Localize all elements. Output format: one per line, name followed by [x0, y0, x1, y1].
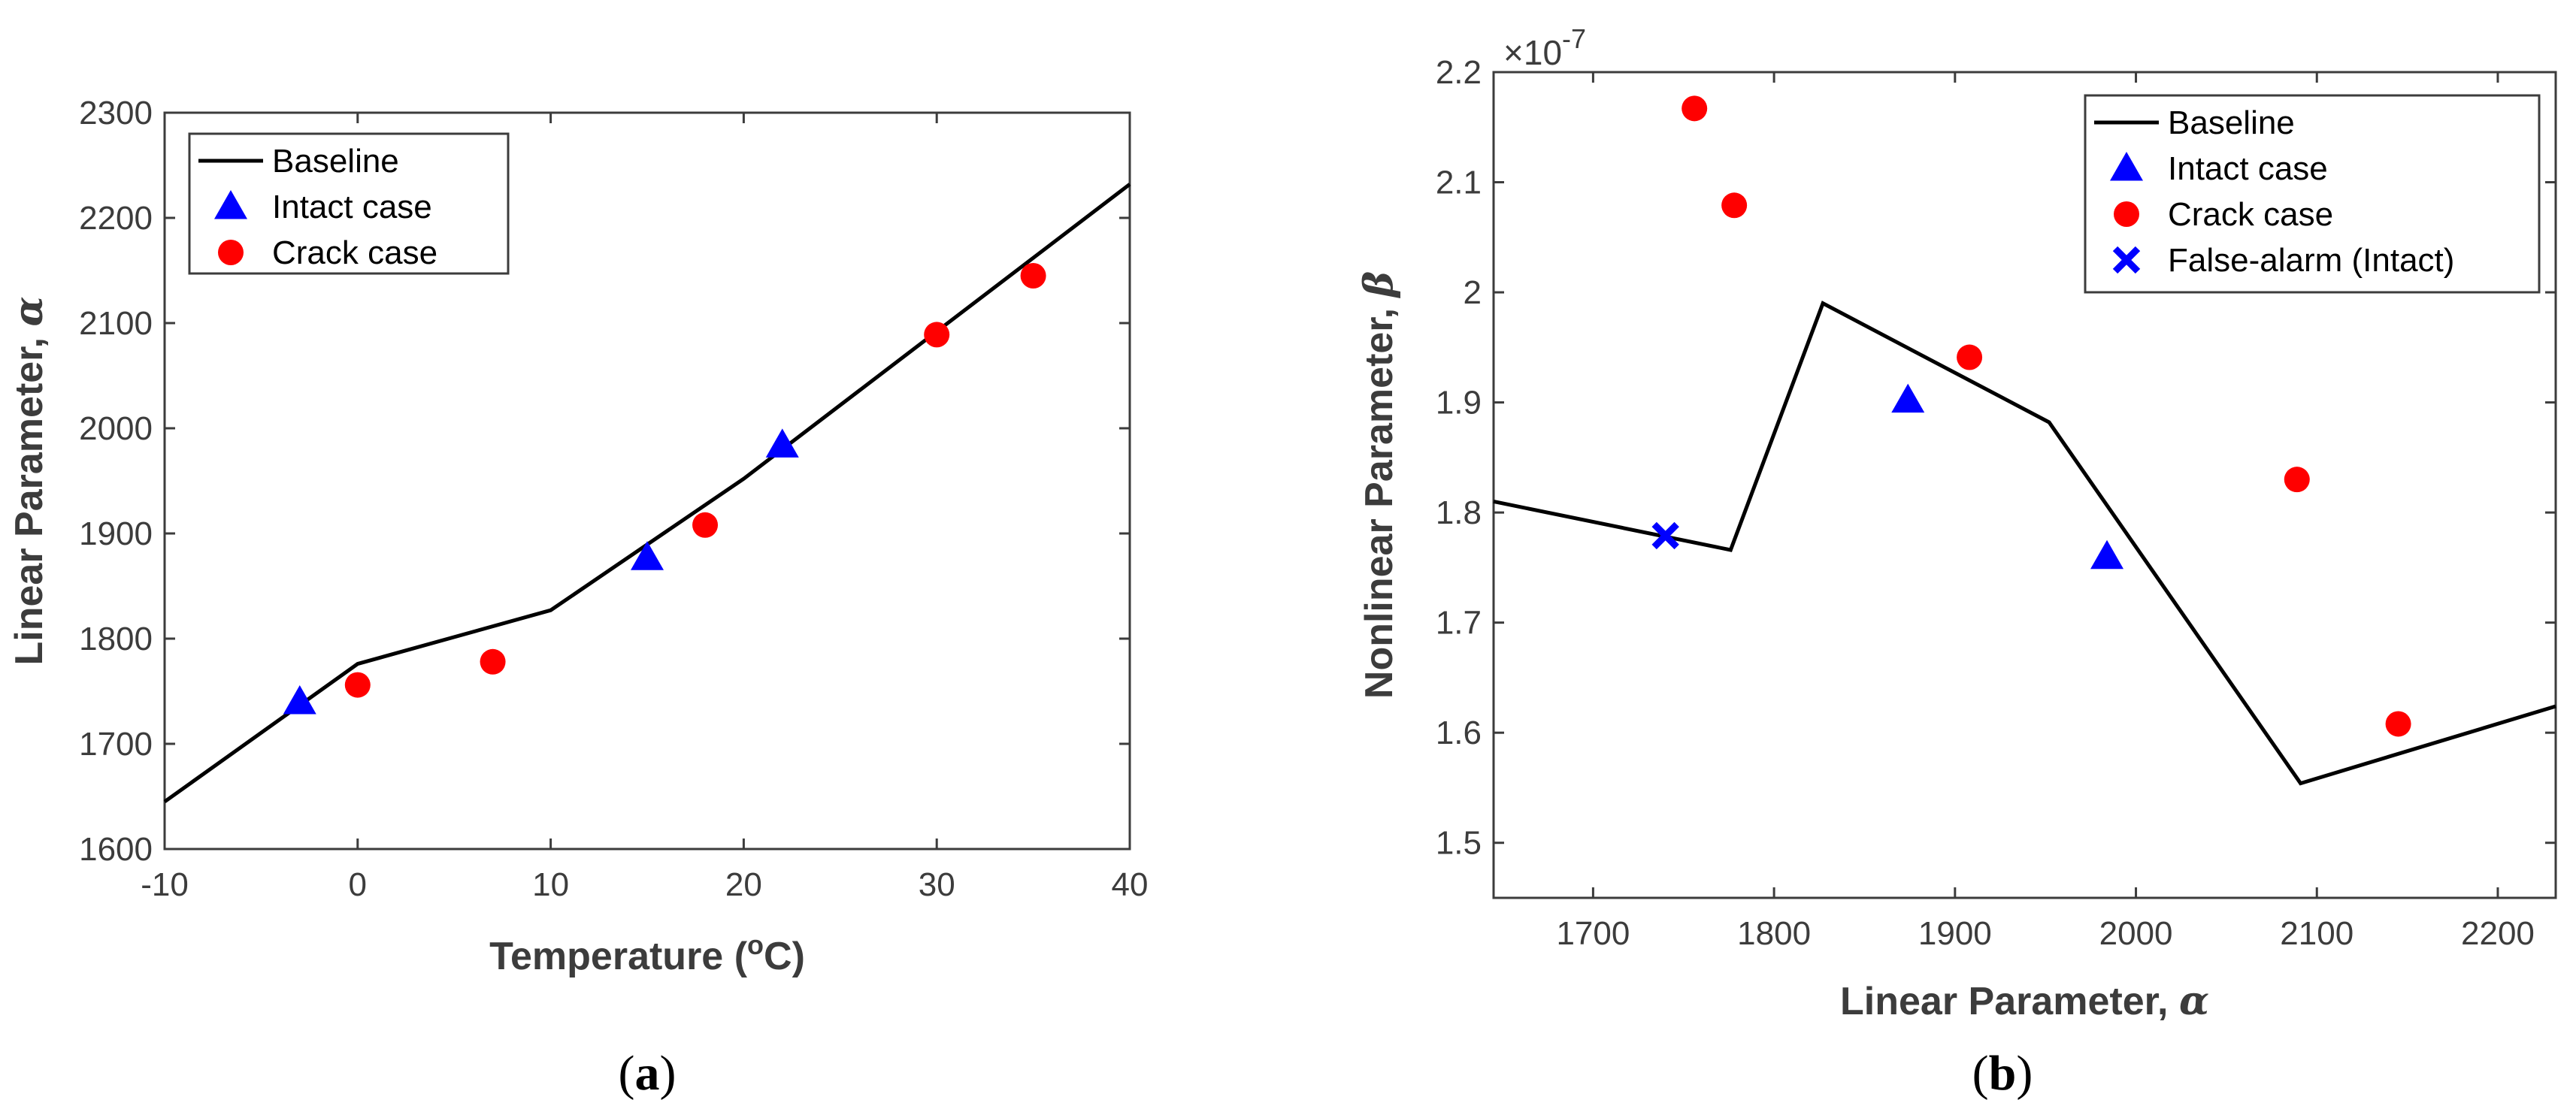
legend-swatch-a	[214, 190, 247, 219]
x-axis-label-text-a: Temperature	[489, 935, 734, 978]
panel-label-letter-a: a	[635, 1046, 660, 1101]
y-tick-label-b: 1.9	[1436, 385, 1482, 422]
circle-point-b	[1721, 192, 1748, 219]
y-axis-label-a: Linear Parameter, α	[6, 297, 52, 666]
panel-label-close-b: )	[2016, 1046, 2033, 1101]
legend-swatch-a	[218, 240, 244, 265]
panel-label-close-a: )	[660, 1046, 677, 1101]
baseline-line-b	[1493, 301, 2556, 786]
y-tick-label-a: 2000	[79, 410, 153, 447]
y-axis-symbol-b: β	[1356, 271, 1402, 299]
x-tick-label-a: 40	[1112, 866, 1149, 903]
legend-swatch-b	[2114, 201, 2139, 227]
y-tick-label-b: 1.6	[1436, 715, 1482, 751]
y-tick-label-a: 2300	[79, 95, 153, 131]
y-tick-label-b: 1.8	[1436, 494, 1482, 531]
legend-a: Baseline Intact case Crack case	[188, 132, 510, 275]
x-tick-label-a: 20	[725, 866, 762, 903]
y-tick-label-b: 1.5	[1436, 825, 1482, 862]
circle-point-b	[1682, 95, 1708, 122]
plot-area-b	[1492, 71, 2557, 899]
x-tick-label-a: 0	[349, 866, 367, 903]
x-tick-label-a: 10	[532, 866, 569, 903]
x-tick-label-b: 2200	[2461, 915, 2535, 952]
x-tick-label-b: 2000	[2099, 915, 2173, 952]
x-point-b	[1651, 521, 1679, 550]
circle-point-a	[344, 672, 371, 698]
triangle-point-b	[2090, 539, 2124, 570]
y-tick-label-b: 2.1	[1436, 165, 1482, 201]
circle-point-a	[692, 512, 719, 538]
triangle-point-a	[631, 541, 664, 570]
y-axis-multiplier-base-b: ×10	[1503, 33, 1562, 72]
y-tick-label-a: 1700	[79, 726, 153, 763]
legend-swatch-b	[2112, 246, 2141, 274]
y-axis-label-text-b: Nonlinear Parameter,	[1358, 297, 1401, 699]
legend-b: Baseline Intact case Crack case False-alarm…	[2084, 94, 2541, 294]
legend-swatch-b-stroke-2	[2112, 246, 2141, 274]
legend-label-b: Intact case	[2168, 150, 2328, 187]
panel-label-b: (b)	[1972, 1046, 2033, 1101]
panel-label-a: (a)	[619, 1046, 677, 1101]
legend-box-b	[2084, 94, 2541, 294]
triangle-point-a	[283, 685, 316, 715]
x-axis-unit-sup-a: o	[747, 929, 764, 960]
circle-point-a	[924, 322, 950, 348]
y-tick-label-a: 1900	[79, 515, 153, 552]
circle-point-b	[1957, 344, 1983, 370]
y-tick-label-a: 2100	[79, 305, 153, 342]
legend-swatch-b	[2110, 152, 2143, 181]
circle-point-b	[2284, 467, 2310, 493]
circle-point-a	[480, 648, 506, 675]
circle-point-b	[2385, 711, 2411, 737]
y-axis-multiplier-exp-b: -7	[1562, 23, 1586, 54]
x-axis-label-text-b: Linear Parameter,	[1840, 980, 2179, 1023]
y-axis-symbol-a: α	[6, 297, 52, 327]
chart-panel-a: -10 0 10 20 30 40 1600 1700 1800 1900 2000 2100 2200…	[6, 95, 1148, 1101]
triangle-point-a	[765, 428, 799, 458]
x-tick-label-b: 2100	[2280, 915, 2354, 952]
x-tick-label-b: 1800	[1737, 915, 1811, 952]
x-axis-unit-open-a: (	[734, 935, 748, 978]
legend-label-a: Baseline	[272, 143, 399, 180]
legend-label-a: Intact case	[272, 189, 432, 225]
x-tick-label-b: 1900	[1918, 915, 1992, 952]
x-tick-label-a: 30	[919, 866, 955, 903]
panel-label-open-b: (	[1972, 1046, 1989, 1101]
panel-label-open-a: (	[619, 1046, 635, 1101]
x-tick-label-a: -10	[141, 866, 189, 903]
panel-label-letter-b: b	[1989, 1046, 2017, 1101]
y-tick-label-b: 2.2	[1436, 54, 1482, 91]
x-axis-label-b: Linear Parameter, α	[1840, 978, 2209, 1024]
y-tick-label-b: 1.7	[1436, 605, 1482, 642]
plot-area-a	[163, 111, 1131, 851]
y-tick-label-b: 2	[1464, 274, 1482, 311]
circle-point-a	[1020, 263, 1046, 289]
y-tick-label-a: 1600	[79, 831, 153, 868]
legend-label-b: Baseline	[2168, 104, 2295, 141]
x-axis-label-a: Temperature (oC)	[489, 929, 805, 978]
legend-label-b: False-alarm (Intact)	[2168, 242, 2454, 279]
y-axis-label-text-a: Linear Parameter,	[8, 327, 51, 666]
y-axis-multiplier-b: ×10-7	[1503, 23, 1586, 72]
legend-label-b: Crack case	[2168, 196, 2333, 233]
x-axis-symbol-b: α	[2179, 978, 2209, 1024]
y-tick-label-a: 1800	[79, 621, 153, 657]
y-axis-label-b: Nonlinear Parameter, β	[1356, 271, 1402, 699]
chart-panel-b: 1700 1800 1900 2000 2100 2200 1.5 1.6 1.7 1.8 1.9 2…	[1356, 23, 2557, 1101]
triangle-point-b	[1891, 383, 1925, 413]
x-axis-unit-rest-a: C)	[764, 935, 805, 978]
y-tick-label-a: 2200	[79, 200, 153, 237]
x-tick-label-b: 1700	[1556, 915, 1630, 952]
x-point-b-stroke-2	[1651, 521, 1679, 550]
legend-label-a: Crack case	[272, 234, 437, 271]
